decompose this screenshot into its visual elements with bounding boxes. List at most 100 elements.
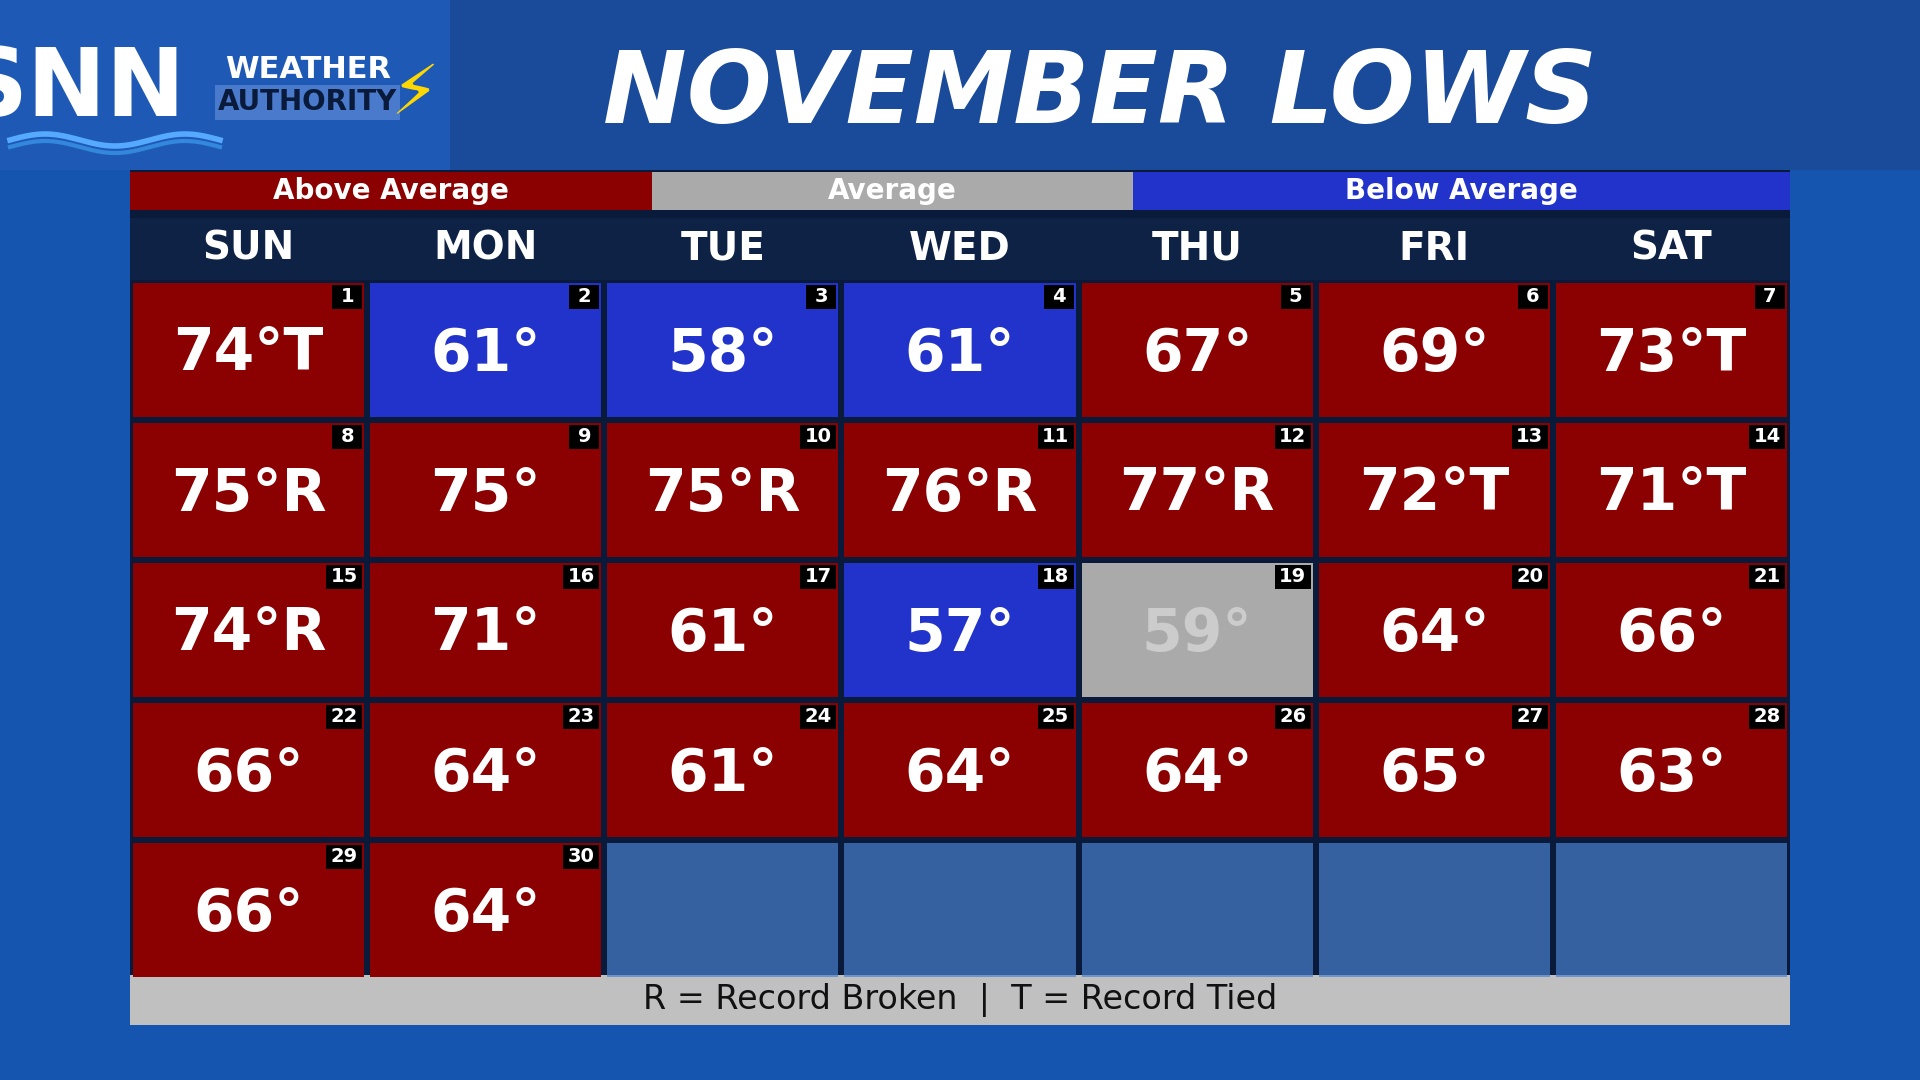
- Text: 58°: 58°: [668, 325, 778, 382]
- Text: 71°T: 71°T: [1596, 465, 1747, 523]
- Text: 5: 5: [1288, 287, 1302, 307]
- Text: SAT: SAT: [1630, 230, 1713, 268]
- Text: 17: 17: [804, 567, 831, 586]
- Bar: [1081, 843, 1313, 977]
- Text: 57°: 57°: [904, 606, 1016, 662]
- Text: 25: 25: [1043, 707, 1069, 727]
- Text: 30: 30: [568, 848, 595, 866]
- Text: Average: Average: [828, 177, 956, 205]
- Bar: [1319, 703, 1549, 837]
- Bar: [131, 114, 1789, 1025]
- Bar: [607, 423, 839, 557]
- Bar: [131, 172, 653, 210]
- Text: 76°R: 76°R: [883, 465, 1037, 523]
- Text: 3: 3: [814, 287, 828, 307]
- Text: 16: 16: [568, 567, 595, 586]
- Text: 22: 22: [330, 707, 357, 727]
- Bar: [1081, 283, 1313, 417]
- Bar: [1044, 285, 1073, 309]
- Text: 74°R: 74°R: [171, 606, 326, 662]
- Text: 64°: 64°: [1379, 606, 1490, 662]
- Bar: [1511, 426, 1548, 449]
- Bar: [1511, 565, 1548, 589]
- Text: 74°T: 74°T: [173, 325, 324, 382]
- Bar: [570, 285, 599, 309]
- Text: FRI: FRI: [1400, 230, 1471, 268]
- Text: 9: 9: [578, 428, 591, 446]
- Bar: [131, 218, 1789, 280]
- Text: 24: 24: [804, 707, 831, 727]
- Bar: [1275, 705, 1311, 729]
- Text: 72°T: 72°T: [1359, 465, 1509, 523]
- Text: 26: 26: [1279, 707, 1306, 727]
- Bar: [1555, 703, 1788, 837]
- Text: 61°: 61°: [668, 606, 778, 662]
- Bar: [1319, 563, 1549, 697]
- Text: 65°: 65°: [1379, 745, 1490, 802]
- Bar: [1555, 563, 1788, 697]
- Bar: [371, 283, 601, 417]
- Bar: [845, 423, 1075, 557]
- Bar: [0, 0, 1920, 170]
- Bar: [1749, 565, 1786, 589]
- Bar: [371, 703, 601, 837]
- Text: 21: 21: [1753, 567, 1780, 586]
- Bar: [845, 843, 1075, 977]
- Bar: [0, 0, 449, 170]
- Bar: [132, 703, 365, 837]
- Bar: [326, 565, 363, 589]
- Text: 8: 8: [340, 428, 353, 446]
- Text: 19: 19: [1279, 567, 1306, 586]
- Bar: [563, 845, 599, 869]
- Bar: [607, 843, 839, 977]
- Bar: [801, 705, 837, 729]
- Text: 27: 27: [1517, 707, 1544, 727]
- Bar: [1081, 563, 1313, 697]
- Text: 23: 23: [568, 707, 595, 727]
- Bar: [806, 285, 837, 309]
- Text: 64°: 64°: [430, 886, 541, 943]
- Text: 75°R: 75°R: [171, 465, 326, 523]
- Text: 29: 29: [330, 848, 357, 866]
- Bar: [1319, 283, 1549, 417]
- Bar: [1555, 283, 1788, 417]
- Bar: [132, 283, 365, 417]
- Bar: [1281, 285, 1311, 309]
- Text: 66°: 66°: [1617, 606, 1726, 662]
- Bar: [1275, 426, 1311, 449]
- Bar: [1319, 843, 1549, 977]
- Bar: [1749, 705, 1786, 729]
- Bar: [801, 565, 837, 589]
- Bar: [607, 283, 839, 417]
- Bar: [845, 703, 1075, 837]
- Bar: [1081, 423, 1313, 557]
- Text: 12: 12: [1279, 428, 1306, 446]
- Text: 61°: 61°: [430, 325, 541, 382]
- Text: SNN: SNN: [0, 44, 184, 136]
- Text: 71°: 71°: [430, 606, 541, 662]
- Bar: [371, 843, 601, 977]
- Text: 63°: 63°: [1617, 745, 1726, 802]
- Bar: [132, 843, 365, 977]
- Text: 13: 13: [1517, 428, 1544, 446]
- Bar: [371, 423, 601, 557]
- Bar: [1037, 426, 1073, 449]
- Text: 66°: 66°: [194, 745, 303, 802]
- Text: 73°T: 73°T: [1596, 325, 1747, 382]
- Bar: [563, 705, 599, 729]
- Bar: [570, 426, 599, 449]
- Bar: [1037, 705, 1073, 729]
- Text: 28: 28: [1753, 707, 1780, 727]
- Bar: [1081, 703, 1313, 837]
- Text: 7: 7: [1763, 287, 1776, 307]
- Text: 64°: 64°: [904, 745, 1016, 802]
- Bar: [653, 172, 1133, 210]
- Bar: [131, 975, 1789, 1025]
- Text: THU: THU: [1152, 230, 1242, 268]
- Text: 67°: 67°: [1142, 325, 1252, 382]
- Bar: [332, 426, 363, 449]
- Text: 4: 4: [1052, 287, 1066, 307]
- Bar: [563, 565, 599, 589]
- Bar: [1511, 705, 1548, 729]
- Text: 77°R: 77°R: [1119, 465, 1275, 523]
